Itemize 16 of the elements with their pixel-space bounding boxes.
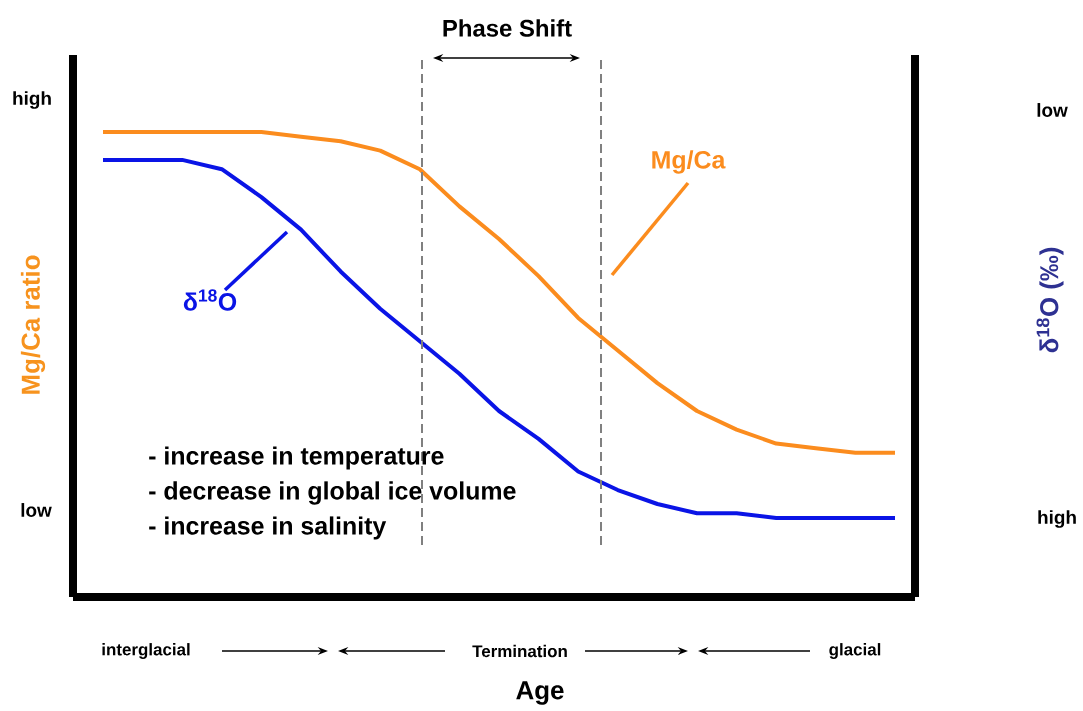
y-axis-title: Mg/Ca ratio bbox=[20, 255, 46, 394]
text: low bbox=[1037, 103, 1068, 117]
legend-label: δ$^{18}$O bbox=[183, 289, 237, 311]
annotation: - increase in temperature bbox=[149, 446, 444, 470]
text: high bbox=[1038, 510, 1076, 528]
x-axis-title: Age bbox=[516, 681, 564, 705]
text: Termination bbox=[472, 644, 567, 658]
text: glacial bbox=[829, 643, 881, 659]
text: Mg/Ca bbox=[652, 150, 726, 174]
y2-axis-title: δ$^{18}$O (‰) bbox=[1036, 247, 1064, 353]
text: high bbox=[13, 91, 51, 109]
annotation: - increase in salinity bbox=[149, 516, 387, 540]
annotation: - decrease in global ice volume bbox=[149, 481, 516, 505]
text: Phase Shift bbox=[443, 19, 572, 37]
text: low bbox=[21, 503, 52, 517]
text: interglacial bbox=[102, 643, 190, 659]
